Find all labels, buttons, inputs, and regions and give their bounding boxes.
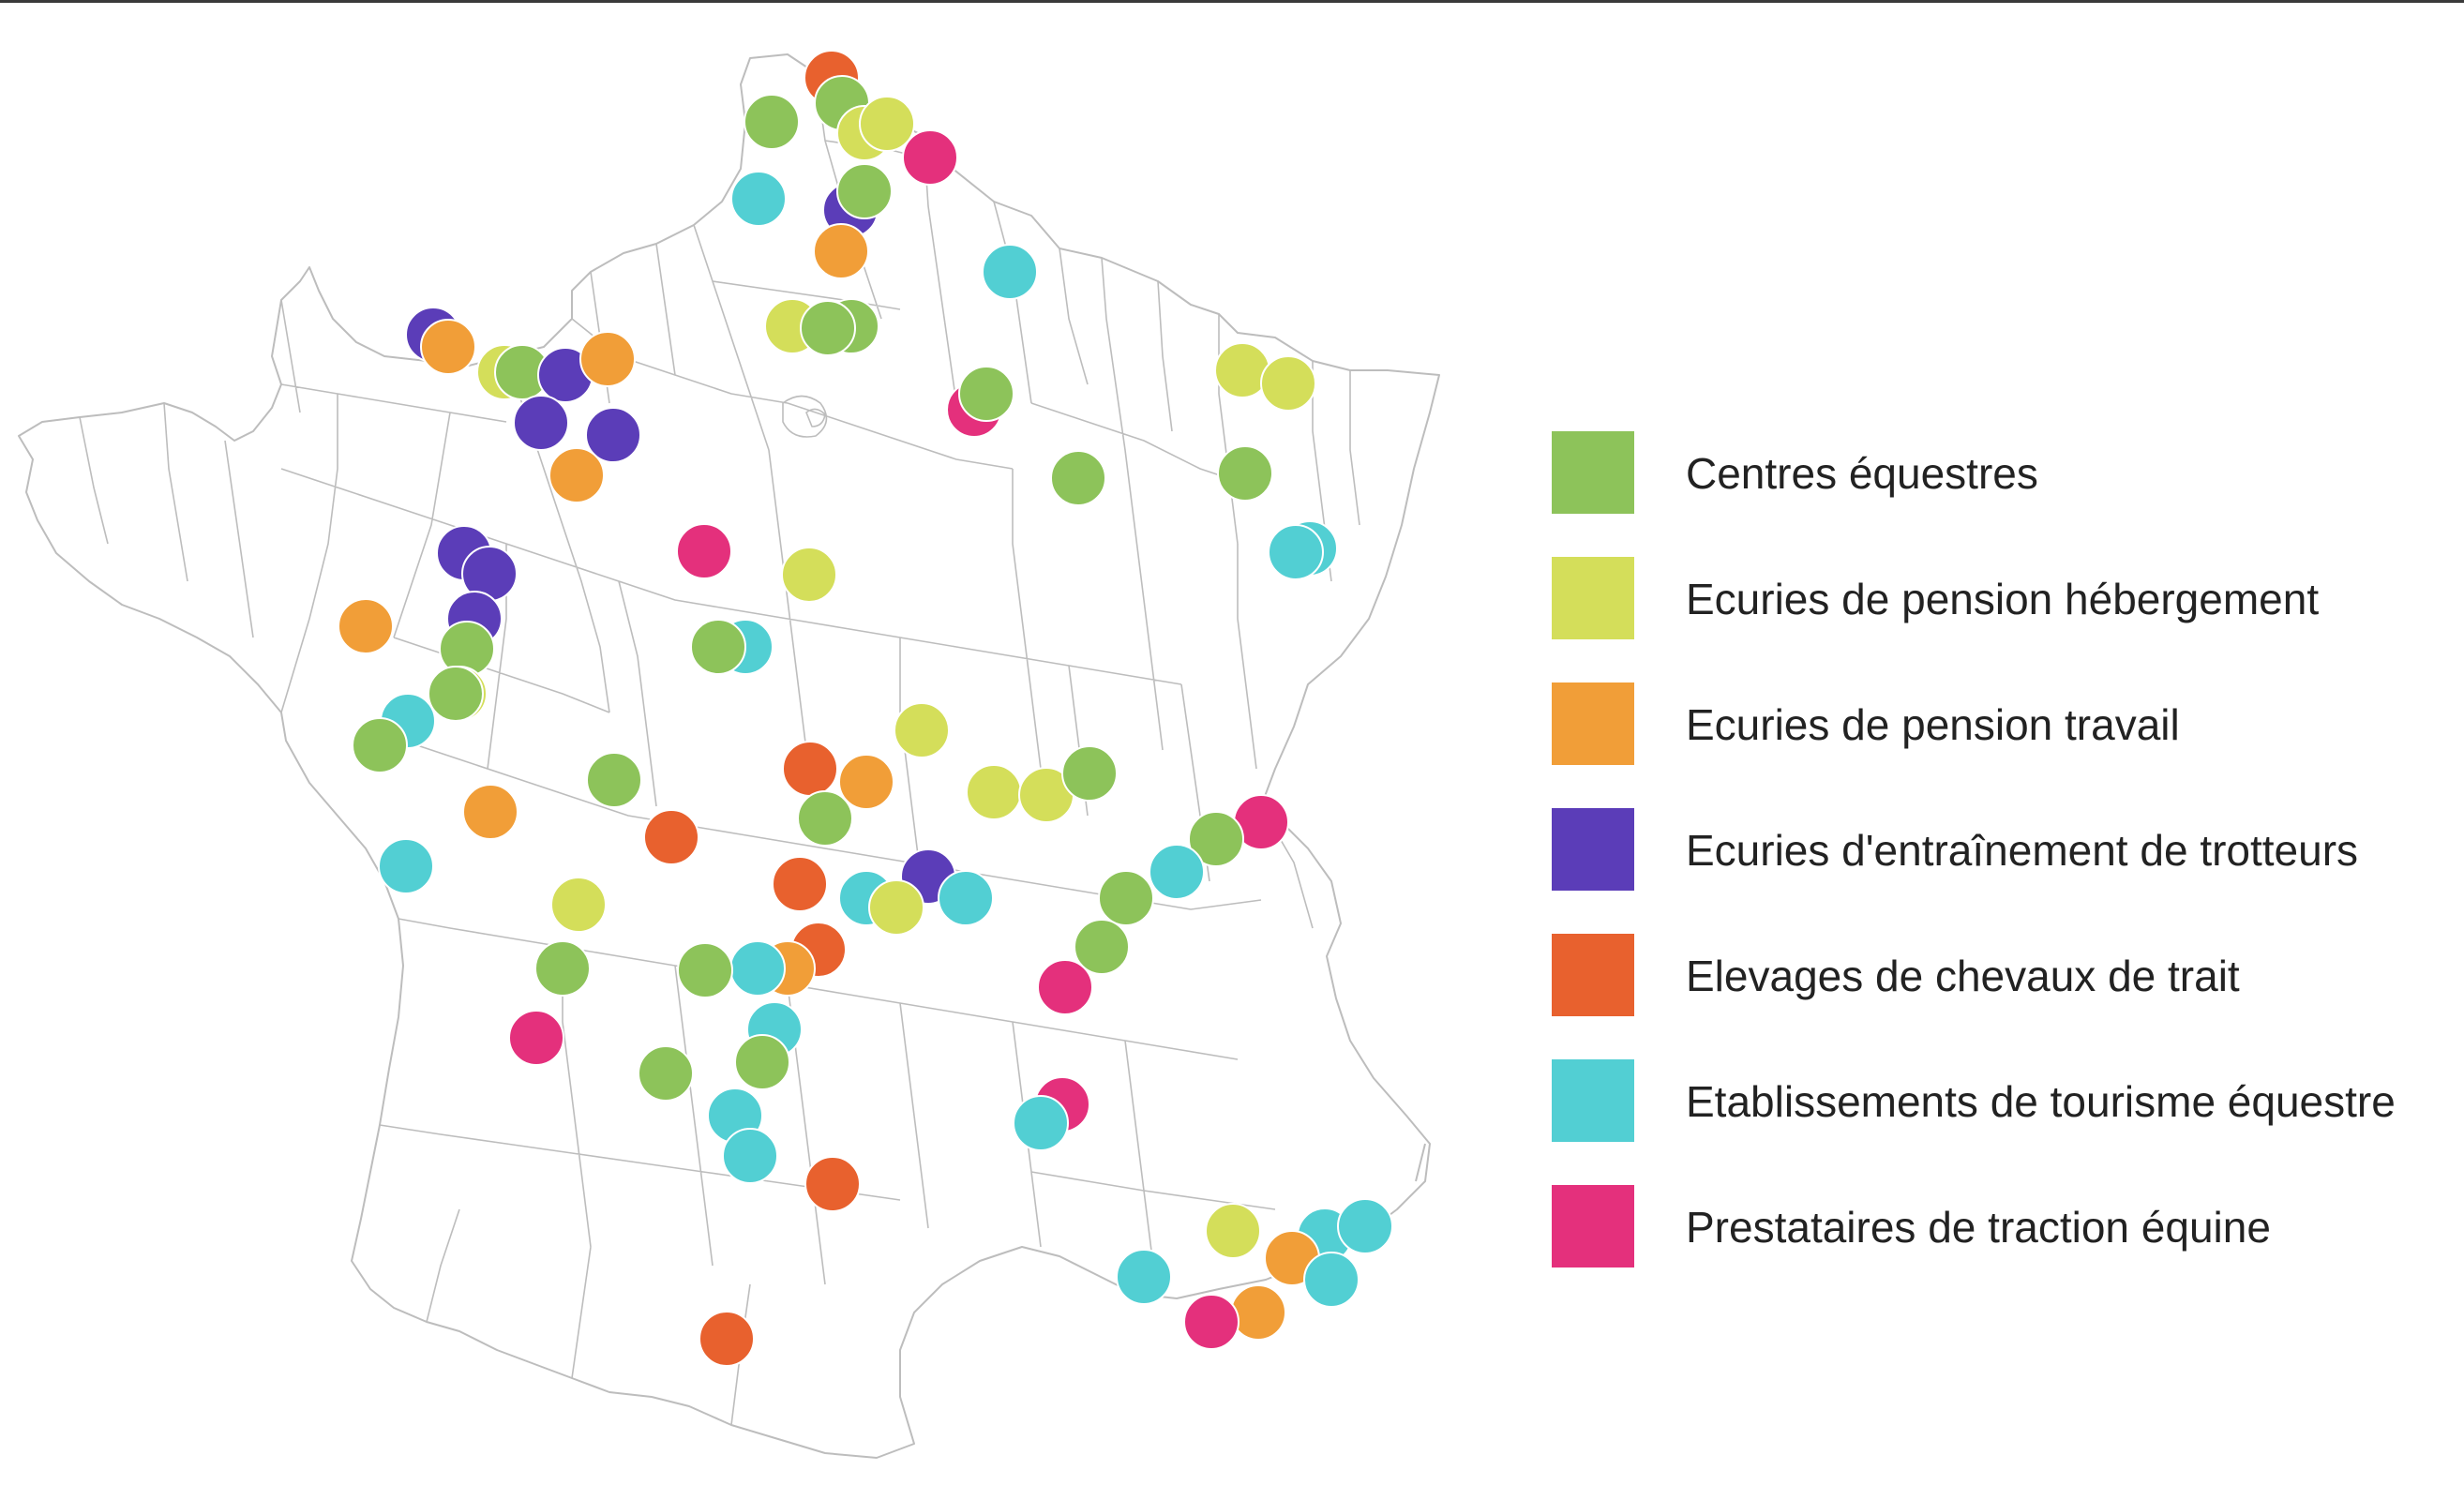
legend-label-centres-equestres: Centres équestres bbox=[1686, 449, 2038, 498]
map-marker-travail bbox=[420, 319, 476, 375]
map-marker-centres bbox=[800, 300, 856, 356]
map-marker-traction bbox=[1183, 1294, 1240, 1350]
map-marker-travail bbox=[462, 784, 518, 840]
legend-label-etablissements-tourisme-equestre: Etablissements de tourisme équestre bbox=[1686, 1077, 2396, 1126]
department-borders bbox=[79, 72, 1360, 1426]
map-marker-hebergement bbox=[1205, 1203, 1261, 1259]
map-marker-centres bbox=[586, 752, 642, 808]
map-marker-centres bbox=[1188, 811, 1244, 867]
map-marker-tourisme bbox=[1268, 524, 1324, 580]
map-marker-travail bbox=[813, 223, 869, 279]
map-marker-hebergement bbox=[859, 96, 915, 152]
legend-swatch-elevages-chevaux-trait bbox=[1552, 934, 1634, 1016]
map-marker-traction bbox=[1037, 959, 1093, 1015]
map-marker-centres bbox=[958, 366, 1014, 422]
top-border-line bbox=[0, 0, 2464, 3]
map-marker-centres bbox=[1217, 445, 1273, 502]
map-marker-centres bbox=[690, 619, 746, 675]
legend-swatch-centres-equestres bbox=[1552, 431, 1634, 514]
legend-label-ecuries-pension-hebergement: Ecuries de pension hébergement bbox=[1686, 575, 2320, 623]
map-marker-hebergement bbox=[781, 547, 837, 603]
map-marker-travail bbox=[1230, 1284, 1286, 1341]
corsica-hint bbox=[1415, 1143, 1426, 1182]
map-marker-centres bbox=[534, 940, 591, 997]
france-map bbox=[18, 50, 1440, 1459]
map-marker-centres bbox=[1061, 745, 1118, 802]
map-marker-centres bbox=[352, 717, 408, 773]
map-marker-tourisme bbox=[1337, 1198, 1393, 1254]
map-marker-hebergement bbox=[868, 879, 924, 936]
france-country-border bbox=[18, 53, 1440, 1459]
legend-swatch-ecuries-pension-hebergement bbox=[1552, 557, 1634, 639]
map-marker-trotteurs bbox=[513, 395, 569, 451]
map-marker-tourisme bbox=[729, 940, 786, 997]
legend-swatch-etablissements-tourisme-equestre bbox=[1552, 1059, 1634, 1142]
map-marker-trotteurs bbox=[585, 407, 641, 463]
map-marker-trait bbox=[699, 1311, 755, 1367]
map-marker-traction bbox=[508, 1010, 564, 1066]
map-marker-hebergement bbox=[1260, 355, 1316, 412]
map-marker-tourisme bbox=[378, 838, 434, 894]
map-marker-centres bbox=[428, 666, 484, 722]
map-marker-centres bbox=[734, 1034, 790, 1090]
legend-label-ecuries-entrainement-trotteurs: Ecuries d'entraînement de trotteurs bbox=[1686, 826, 2359, 875]
map-marker-tourisme bbox=[730, 171, 787, 227]
legend-swatch-prestataires-traction-equine bbox=[1552, 1185, 1634, 1268]
map-marker-travail bbox=[338, 598, 394, 654]
map-marker-tourisme bbox=[1303, 1252, 1360, 1308]
map-marker-tourisme bbox=[938, 870, 994, 926]
map-marker-tourisme bbox=[1116, 1249, 1172, 1305]
legend-item-ecuries-pension-hebergement: Ecuries de pension hébergement bbox=[1552, 557, 2452, 641]
map-marker-tourisme bbox=[1013, 1095, 1069, 1151]
marker-layer bbox=[338, 50, 1393, 1367]
map-marker-trait bbox=[772, 856, 828, 912]
legend-item-ecuries-pension-travail: Ecuries de pension travail bbox=[1552, 682, 2452, 767]
map-marker-traction bbox=[676, 523, 732, 579]
map-marker-hebergement bbox=[894, 702, 950, 758]
map-marker-travail bbox=[548, 447, 605, 503]
map-marker-centres bbox=[1098, 870, 1154, 926]
legend-label-prestataires-traction-equine: Prestataires de traction équine bbox=[1686, 1203, 2271, 1252]
map-marker-hebergement bbox=[966, 764, 1022, 820]
legend-item-centres-equestres: Centres équestres bbox=[1552, 431, 2452, 516]
map-marker-centres bbox=[638, 1045, 694, 1102]
map-marker-trait bbox=[804, 1156, 861, 1212]
map-marker-trait bbox=[782, 741, 838, 797]
legend-item-prestataires-traction-equine: Prestataires de traction équine bbox=[1552, 1185, 2452, 1269]
legend-label-ecuries-pension-travail: Ecuries de pension travail bbox=[1686, 700, 2180, 749]
map-marker-centres bbox=[1074, 919, 1130, 975]
map-marker-centres bbox=[836, 163, 893, 219]
map-marker-trait bbox=[643, 809, 699, 865]
legend-item-etablissements-tourisme-equestre: Etablissements de tourisme équestre bbox=[1552, 1059, 2452, 1144]
map-marker-travail bbox=[579, 331, 636, 387]
legend-swatch-ecuries-entrainement-trotteurs bbox=[1552, 808, 1634, 891]
map-marker-centres bbox=[677, 942, 733, 998]
map-marker-tourisme bbox=[982, 244, 1038, 300]
legend-label-elevages-chevaux-trait: Elevages de chevaux de trait bbox=[1686, 952, 2240, 1000]
map-marker-travail bbox=[838, 754, 894, 810]
map-marker-traction bbox=[902, 129, 958, 186]
map-marker-tourisme bbox=[722, 1128, 778, 1184]
legend-item-elevages-chevaux-trait: Elevages de chevaux de trait bbox=[1552, 934, 2452, 1018]
map-marker-tourisme bbox=[1149, 844, 1205, 900]
map-marker-centres bbox=[797, 790, 853, 847]
paris-region-borders bbox=[782, 395, 828, 438]
map-marker-centres bbox=[744, 94, 800, 150]
map-marker-centres bbox=[1050, 450, 1106, 506]
legend-item-ecuries-entrainement-trotteurs: Ecuries d'entraînement de trotteurs bbox=[1552, 808, 2452, 892]
map-marker-hebergement bbox=[550, 877, 607, 933]
legend-swatch-ecuries-pension-travail bbox=[1552, 682, 1634, 765]
france-map-svg bbox=[18, 50, 1440, 1459]
